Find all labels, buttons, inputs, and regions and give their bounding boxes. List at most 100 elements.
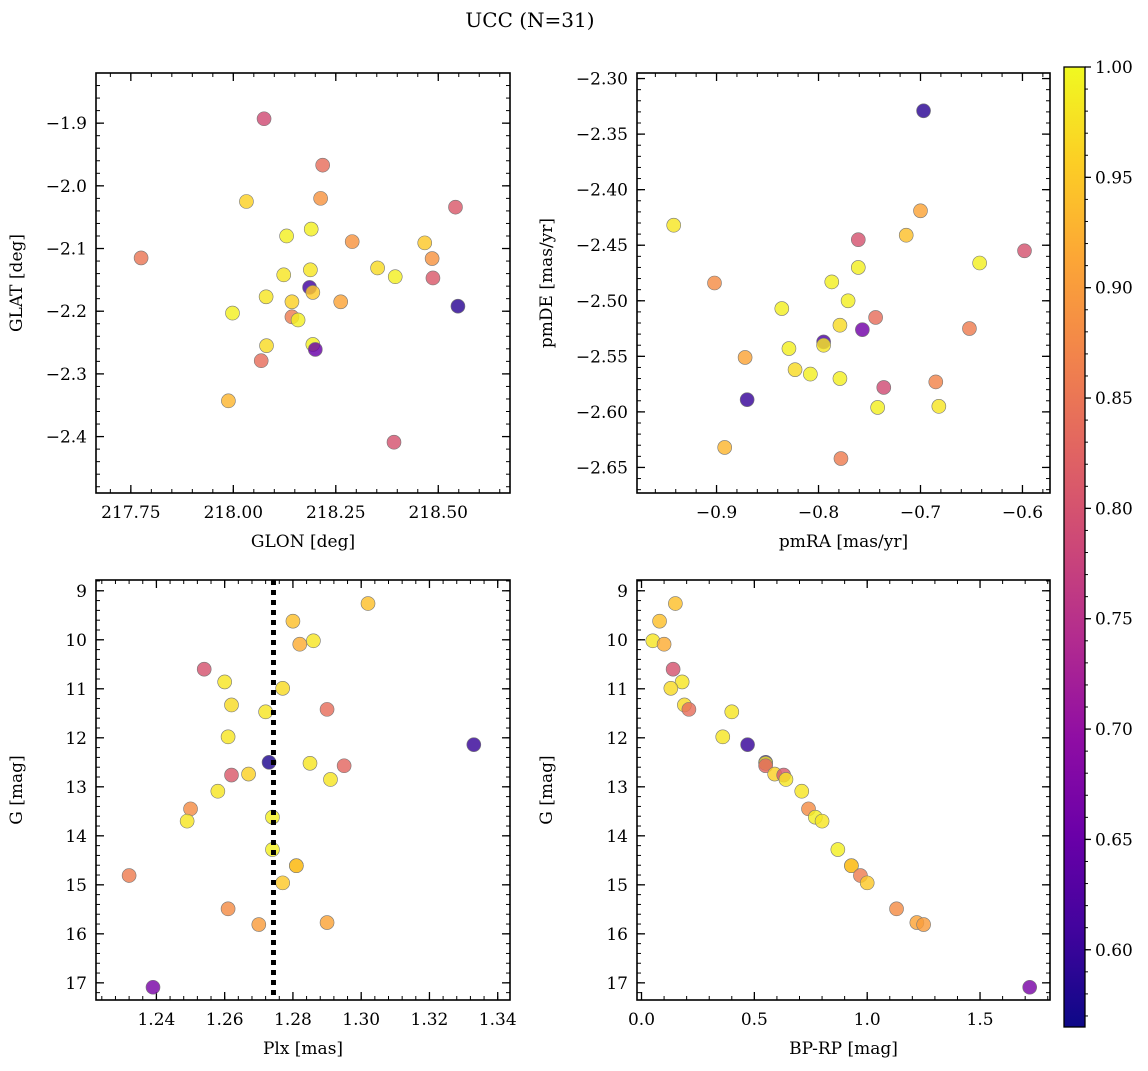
x-tick-label: 1.5 xyxy=(967,1010,994,1030)
y-tick-label: 10 xyxy=(65,631,87,651)
scatter-point xyxy=(289,858,304,874)
x-tick-label: 1.30 xyxy=(342,1010,380,1030)
scatter-point xyxy=(781,341,797,356)
scatter-point xyxy=(824,274,840,290)
scatter-point xyxy=(715,729,731,745)
scatter-point xyxy=(319,915,335,930)
scatter-point xyxy=(305,285,321,300)
y-tick-label: −2.0 xyxy=(46,177,87,197)
scatter-point xyxy=(285,613,301,629)
x-tick-label: 0.0 xyxy=(628,1010,655,1030)
y-tick-label: 16 xyxy=(606,925,628,945)
y-tick-label: −2.3 xyxy=(46,365,87,385)
scatter-point xyxy=(417,235,433,251)
y-tick-label: −2.4 xyxy=(46,428,87,448)
scatter-point xyxy=(832,317,848,333)
x-axis-label: pmRA [mas/yr] xyxy=(779,532,908,552)
scatter-point xyxy=(740,737,755,752)
colorbar-tick-label: 0.70 xyxy=(1095,720,1133,740)
x-axis-label: BP-RP [mag] xyxy=(789,1039,898,1059)
panel-2: −0.9 −0.8 −0.7 −0.6 −2.65 −2.60 −2.55 −2.50 −2.4… xyxy=(537,70,1051,552)
y-tick-label: 12 xyxy=(65,729,87,749)
y-tick-label: 11 xyxy=(65,680,87,700)
scatter-point xyxy=(928,374,944,390)
y-tick-label: 9 xyxy=(76,582,87,602)
colorbar-tick-label: 0.80 xyxy=(1095,499,1133,519)
x-tick-label: −0.7 xyxy=(900,503,941,523)
scatter-point xyxy=(370,260,385,276)
x-tick-label: 217.75 xyxy=(101,503,160,523)
scatter-point xyxy=(931,399,947,414)
scatter-point xyxy=(258,289,274,305)
scatter-point xyxy=(121,868,137,883)
scatter-point xyxy=(217,674,232,690)
y-tick-label: −2.35 xyxy=(576,125,628,145)
scatter-point xyxy=(803,366,818,382)
y-tick-label: 9 xyxy=(617,582,628,602)
scatter-point xyxy=(448,199,463,215)
scatter-point xyxy=(225,305,240,321)
scatter-point xyxy=(832,371,848,386)
scatter-point xyxy=(425,270,441,286)
scatter-point xyxy=(794,783,810,799)
scatter-point xyxy=(668,596,683,611)
scatter-point xyxy=(256,111,272,127)
x-axis-label: Plx [mas] xyxy=(263,1039,343,1059)
scatter-point xyxy=(290,312,306,328)
x-axis-label: GLON [deg] xyxy=(251,532,355,552)
y-tick-label: −2.30 xyxy=(576,70,628,90)
scatter-point xyxy=(859,875,875,891)
scatter-point xyxy=(306,633,321,649)
y-axis-label: G [mag] xyxy=(7,755,27,824)
y-tick-label: 15 xyxy=(65,876,87,896)
scatter-point xyxy=(665,661,681,677)
y-tick-label: −2.60 xyxy=(576,403,628,423)
x-tick-label: 1.28 xyxy=(274,1010,312,1030)
scatter-point xyxy=(251,917,267,932)
plot-frame xyxy=(95,72,511,494)
scatter-point xyxy=(739,392,755,407)
scatter-point xyxy=(292,636,308,652)
scatter-point xyxy=(183,801,198,817)
figure-title: UCC (N=31) xyxy=(465,8,594,32)
scatter-point xyxy=(276,267,292,283)
scatter-point xyxy=(275,681,290,696)
scatter-point xyxy=(336,758,352,774)
scatter-point xyxy=(898,227,914,243)
scatter-point xyxy=(253,353,269,369)
panel-4: 0.0 0.5 1.0 1.5 9 10 11 12 13 14 15 16 17 BP-RP [mag]… xyxy=(537,579,1051,1059)
y-tick-label: 15 xyxy=(606,876,628,896)
scatter-point xyxy=(707,275,722,291)
scatter-point xyxy=(855,322,870,337)
scatter-points xyxy=(133,111,466,450)
y-tick-label: 11 xyxy=(606,680,628,700)
scatter-point xyxy=(916,917,931,932)
scatter-point xyxy=(833,451,849,466)
scatter-point xyxy=(313,191,328,206)
scatter-point xyxy=(259,338,274,353)
y-tick-label: 12 xyxy=(606,729,628,749)
y-tick-label: −2.50 xyxy=(576,292,628,312)
scatter-point xyxy=(145,979,161,995)
scatter-point xyxy=(261,755,277,770)
colorbar-gradient xyxy=(1063,66,1086,1028)
scatter-points xyxy=(121,596,482,995)
x-tick-label: −0.6 xyxy=(1002,503,1043,523)
scatter-point xyxy=(830,842,846,857)
scatter-point xyxy=(850,260,866,275)
y-tick-label: 14 xyxy=(606,827,628,847)
scatter-point xyxy=(303,221,319,237)
scatter-point xyxy=(962,321,977,336)
plot-frame xyxy=(636,72,1051,494)
scatter-point xyxy=(307,342,323,357)
scatter-point xyxy=(275,875,290,891)
scatter-point xyxy=(787,362,803,377)
scatter-point xyxy=(360,596,376,611)
colorbar-tick-label: 1.00 xyxy=(1095,58,1133,78)
scatter-point xyxy=(303,262,318,278)
scatter-point xyxy=(652,613,667,629)
y-axis-label: pmDE [mas/yr] xyxy=(537,218,557,348)
scatter-point xyxy=(758,758,773,774)
y-tick-label: 14 xyxy=(65,827,87,847)
